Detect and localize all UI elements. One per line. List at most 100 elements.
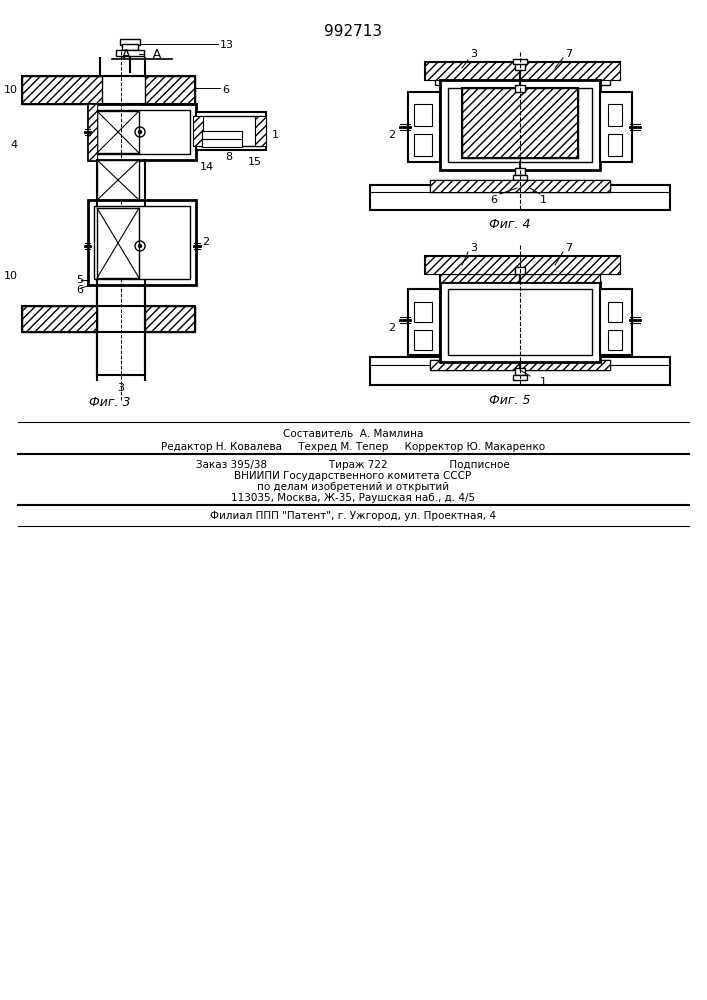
Bar bbox=[88, 104, 97, 160]
Text: 1: 1 bbox=[540, 377, 547, 387]
Bar bbox=[425, 256, 620, 274]
Bar bbox=[513, 375, 527, 380]
Bar bbox=[430, 360, 610, 370]
Text: 5: 5 bbox=[76, 275, 83, 285]
Bar bbox=[414, 134, 432, 156]
Bar bbox=[425, 256, 620, 274]
Bar bbox=[513, 175, 527, 180]
Text: 1: 1 bbox=[540, 195, 547, 205]
Text: 14: 14 bbox=[200, 162, 214, 172]
Bar bbox=[430, 180, 610, 192]
Bar bbox=[513, 59, 527, 64]
Bar bbox=[462, 88, 578, 158]
Bar bbox=[462, 88, 578, 158]
Bar bbox=[22, 76, 195, 104]
Bar bbox=[425, 62, 620, 80]
Bar bbox=[22, 306, 97, 332]
Bar bbox=[196, 112, 266, 150]
Bar bbox=[88, 200, 196, 285]
Text: 3: 3 bbox=[117, 383, 124, 393]
Text: ВНИИПИ Государственного комитета СССР: ВНИИПИ Государственного комитета СССР bbox=[235, 471, 472, 481]
Bar bbox=[448, 289, 592, 355]
Text: по делам изобретений и открытий: по делам изобретений и открытий bbox=[257, 482, 449, 492]
Bar bbox=[414, 104, 432, 126]
Text: 2: 2 bbox=[388, 323, 395, 333]
Text: 113035, Москва, Ж-35, Раушская наб., д. 4/5: 113035, Москва, Ж-35, Раушская наб., д. … bbox=[231, 493, 475, 503]
Text: 10: 10 bbox=[4, 271, 18, 281]
Bar bbox=[370, 357, 670, 385]
Bar bbox=[193, 116, 203, 146]
Text: Фиг. 3: Фиг. 3 bbox=[89, 395, 131, 408]
Bar bbox=[22, 306, 195, 332]
Bar bbox=[608, 330, 622, 350]
Text: Заказ 395/38                   Тираж 722                   Подписное: Заказ 395/38 Тираж 722 Подписное bbox=[196, 460, 510, 470]
Bar bbox=[94, 206, 190, 279]
Bar bbox=[97, 160, 139, 200]
Bar bbox=[600, 289, 632, 355]
Bar bbox=[202, 139, 242, 147]
Bar bbox=[120, 39, 140, 45]
Bar bbox=[440, 282, 600, 362]
Text: 10: 10 bbox=[4, 85, 18, 95]
Bar bbox=[608, 302, 622, 322]
Text: 7: 7 bbox=[565, 243, 572, 253]
Text: 6: 6 bbox=[222, 85, 229, 95]
Bar bbox=[414, 302, 432, 322]
Text: 7: 7 bbox=[565, 49, 572, 59]
Text: Фиг. 4: Фиг. 4 bbox=[489, 219, 531, 232]
Text: Фиг. 5: Фиг. 5 bbox=[489, 393, 531, 406]
Bar bbox=[600, 92, 632, 162]
Bar bbox=[430, 360, 610, 370]
Bar bbox=[430, 180, 610, 192]
Circle shape bbox=[139, 130, 141, 133]
Bar bbox=[440, 274, 600, 282]
Bar bbox=[97, 111, 139, 153]
Text: 8: 8 bbox=[225, 152, 232, 162]
Bar bbox=[145, 76, 195, 104]
Bar bbox=[94, 110, 190, 154]
Text: 15: 15 bbox=[248, 157, 262, 167]
Text: 6: 6 bbox=[76, 285, 83, 295]
Text: 1: 1 bbox=[272, 130, 279, 140]
Text: 3: 3 bbox=[470, 49, 477, 59]
Bar bbox=[608, 104, 622, 126]
Text: 992713: 992713 bbox=[324, 24, 382, 39]
Bar bbox=[122, 44, 138, 50]
Bar bbox=[370, 185, 670, 210]
Text: 13: 13 bbox=[220, 40, 234, 50]
Circle shape bbox=[139, 244, 141, 247]
Bar bbox=[88, 104, 196, 160]
Bar bbox=[408, 289, 440, 355]
Bar bbox=[515, 368, 525, 375]
Bar bbox=[515, 85, 525, 92]
Text: 3: 3 bbox=[470, 243, 477, 253]
Text: А  –  А: А – А bbox=[122, 47, 162, 60]
Bar bbox=[116, 50, 144, 56]
Bar bbox=[440, 80, 600, 170]
Bar bbox=[440, 274, 600, 282]
Bar bbox=[97, 208, 139, 278]
Bar bbox=[515, 267, 525, 274]
Text: Редактор Н. Ковалева     Техред М. Тепер     Корректор Ю. Макаренко: Редактор Н. Ковалева Техред М. Тепер Кор… bbox=[161, 442, 545, 452]
Bar bbox=[515, 168, 525, 175]
Bar bbox=[408, 92, 440, 162]
Text: 2: 2 bbox=[388, 130, 395, 140]
Text: 6: 6 bbox=[490, 195, 497, 205]
Text: 2: 2 bbox=[202, 237, 209, 247]
Bar bbox=[255, 116, 266, 146]
Text: Филиал ППП "Патент", г. Ужгород, ул. Проектная, 4: Филиал ППП "Патент", г. Ужгород, ул. Про… bbox=[210, 511, 496, 521]
Bar bbox=[88, 104, 97, 160]
Bar bbox=[425, 62, 620, 80]
Bar bbox=[414, 330, 432, 350]
Bar bbox=[462, 282, 578, 360]
Text: 4: 4 bbox=[11, 140, 18, 150]
Text: Составитель  А. Мамлина: Составитель А. Мамлина bbox=[283, 429, 423, 439]
Bar bbox=[515, 62, 525, 70]
Bar bbox=[435, 77, 610, 85]
Bar bbox=[200, 116, 262, 146]
Bar bbox=[22, 76, 102, 104]
Bar bbox=[202, 131, 242, 140]
Bar bbox=[462, 282, 578, 360]
Bar bbox=[448, 88, 592, 162]
Bar bbox=[608, 134, 622, 156]
